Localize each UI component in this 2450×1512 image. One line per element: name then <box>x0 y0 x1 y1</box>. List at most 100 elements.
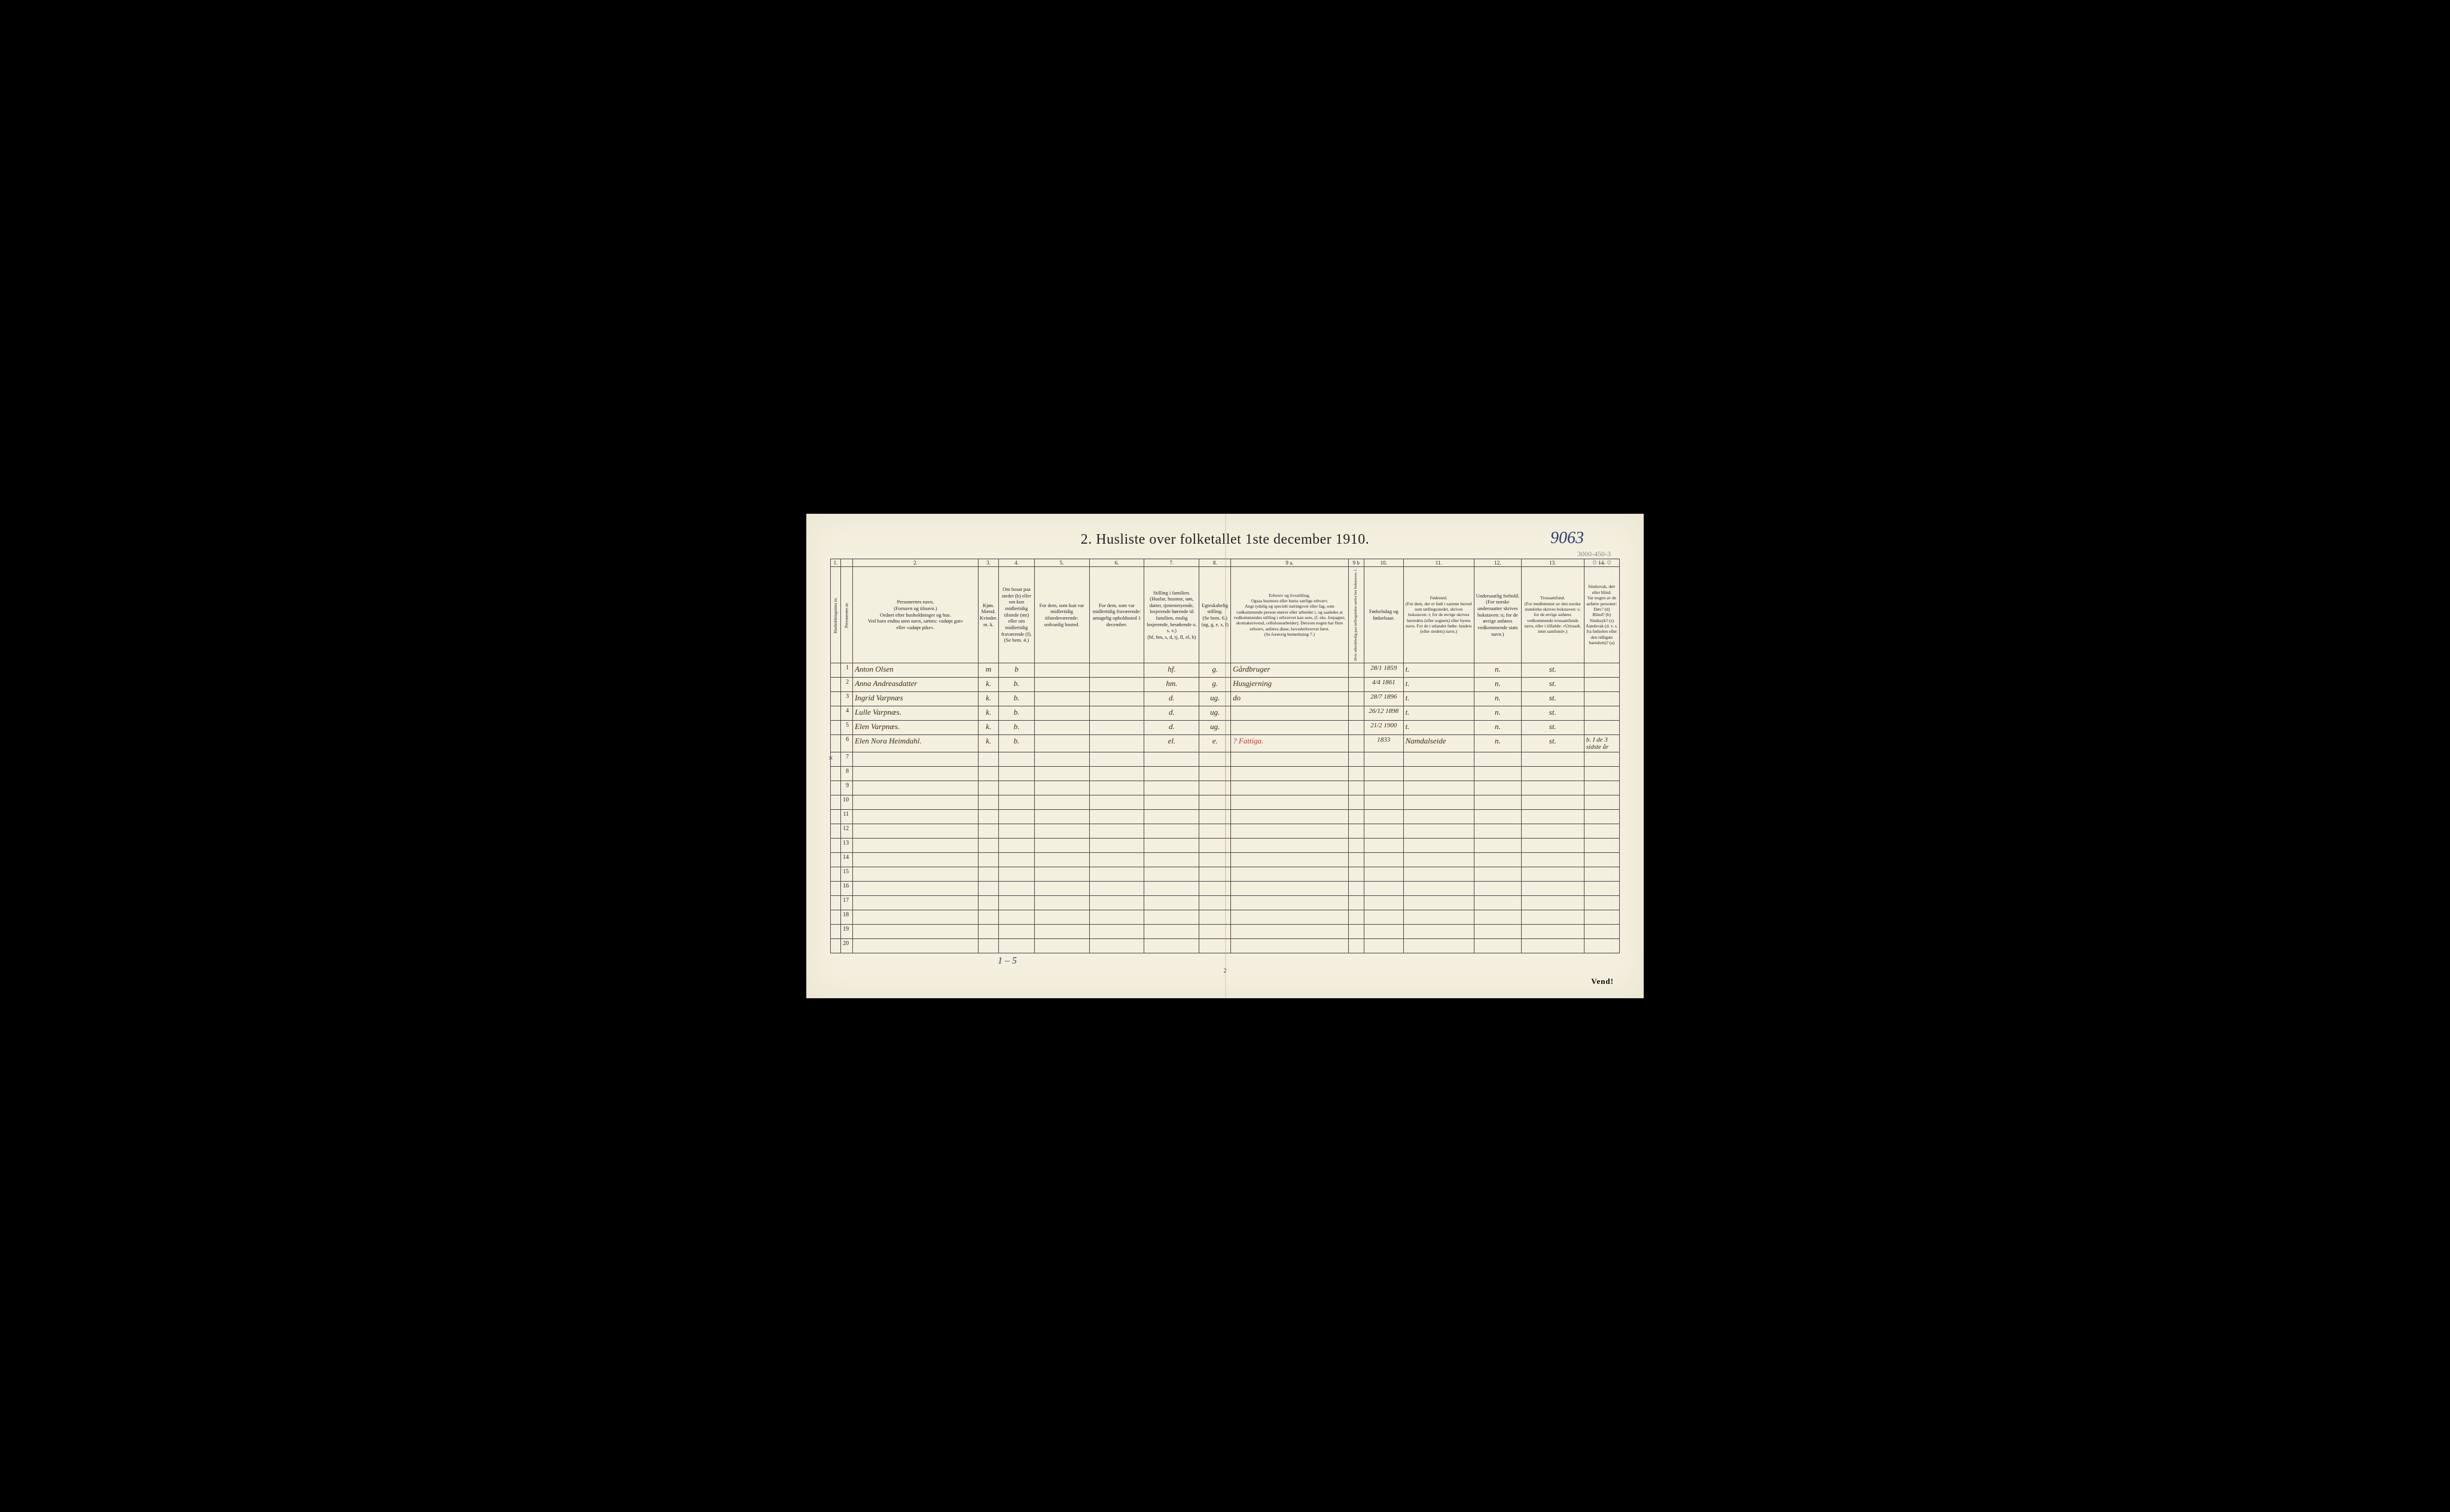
table-cell <box>1348 938 1364 953</box>
table-cell <box>1584 781 1619 795</box>
table-cell: 20 <box>841 938 853 953</box>
table-cell <box>1584 795 1619 809</box>
table-cell <box>1089 720 1144 734</box>
table-cell <box>1348 766 1364 781</box>
table-cell <box>1199 766 1231 781</box>
header-kjon: Kjøn. Mænd. Kvinder. m. k. <box>978 567 999 663</box>
table-cell <box>831 781 841 795</box>
table-cell <box>978 752 999 766</box>
table-cell <box>1034 706 1089 720</box>
column-number-row: 1.2.3.4.5.6.7.8.9 a.9 b10.11.12.13.14. <box>831 559 1620 567</box>
table-cell <box>1144 867 1199 881</box>
table-cell <box>1348 852 1364 867</box>
table-row: 11 <box>831 809 1620 824</box>
census-table: 1.2.3.4.5.6.7.8.9 a.9 b10.11.12.13.14. H… <box>830 559 1620 953</box>
table-cell <box>1584 766 1619 781</box>
table-cell <box>1231 752 1349 766</box>
table-row: 10 <box>831 795 1620 809</box>
table-cell <box>1199 852 1231 867</box>
table-cell <box>1474 938 1521 953</box>
table-cell <box>831 706 841 720</box>
table-cell <box>1231 838 1349 852</box>
table-cell <box>1403 824 1474 838</box>
table-cell: ug. <box>1199 706 1231 720</box>
table-cell <box>1089 838 1144 852</box>
table-cell <box>1231 852 1349 867</box>
table-cell: d. <box>1144 720 1199 734</box>
table-cell: 28/7 1896 <box>1364 691 1403 706</box>
header-bosat: Om bosat paa stedet (b) eller om kun mid… <box>999 567 1034 663</box>
table-cell: ? Fattiga. <box>1231 734 1349 752</box>
table-cell <box>1521 867 1584 881</box>
table-cell: t. <box>1403 663 1474 677</box>
column-number-cell: 5. <box>1034 559 1089 567</box>
table-cell <box>1089 677 1144 691</box>
column-number-cell: 11. <box>1403 559 1474 567</box>
table-cell <box>1521 924 1584 938</box>
table-cell <box>1584 706 1619 720</box>
header-stilling-familien: Stilling i familien. (Husfar, husmor, sø… <box>1144 567 1199 663</box>
table-cell <box>1199 867 1231 881</box>
table-cell: Namdalseide <box>1403 734 1474 752</box>
table-cell <box>1231 720 1349 734</box>
table-cell <box>1231 824 1349 838</box>
table-cell: 19 <box>841 924 853 938</box>
table-cell <box>1474 881 1521 895</box>
table-cell: 8 <box>841 766 853 781</box>
table-cell: 3 <box>841 691 853 706</box>
table-cell <box>1144 766 1199 781</box>
table-cell: 5 <box>841 720 853 734</box>
table-cell <box>1474 838 1521 852</box>
table-cell <box>1199 752 1231 766</box>
table-cell <box>1348 734 1364 752</box>
table-cell <box>1521 809 1584 824</box>
table-cell <box>1521 838 1584 852</box>
table-row: 7 <box>831 752 1620 766</box>
table-row: 16 <box>831 881 1620 895</box>
table-cell: 2 <box>841 677 853 691</box>
table-cell <box>853 781 979 795</box>
table-cell <box>831 852 841 867</box>
table-row: 8 <box>831 766 1620 781</box>
table-row: 17 <box>831 895 1620 910</box>
row-6-mark: × <box>828 754 833 764</box>
table-cell: n. <box>1474 720 1521 734</box>
column-number-cell: 13. <box>1521 559 1584 567</box>
column-number-cell: 2. <box>853 559 979 567</box>
table-cell: Elen Nora Heimdahl. <box>853 734 979 752</box>
table-cell <box>1348 838 1364 852</box>
header-egteskabelig: Egteskabelig stilling. (Se bem. 6.) (ug,… <box>1199 567 1231 663</box>
table-cell <box>999 824 1034 838</box>
table-cell: 13 <box>841 838 853 852</box>
table-cell <box>1144 924 1199 938</box>
table-cell <box>1348 752 1364 766</box>
table-cell <box>999 924 1034 938</box>
table-cell: k. <box>978 734 999 752</box>
table-cell: b. <box>999 734 1034 752</box>
table-cell <box>1403 867 1474 881</box>
header-navn: Personernes navn. (Fornavn og tilnavn.) … <box>853 567 979 663</box>
table-cell <box>978 881 999 895</box>
table-cell <box>1231 867 1349 881</box>
table-cell <box>1034 838 1089 852</box>
table-cell <box>1474 852 1521 867</box>
table-cell <box>831 720 841 734</box>
table-cell <box>1584 852 1619 867</box>
table-row: 14 <box>831 852 1620 867</box>
table-cell <box>1089 910 1144 924</box>
table-cell <box>831 910 841 924</box>
table-cell <box>1089 752 1144 766</box>
table-cell <box>1089 691 1144 706</box>
table-cell <box>1348 677 1364 691</box>
table-cell: d. <box>1144 706 1199 720</box>
table-cell <box>1474 766 1521 781</box>
table-cell <box>1521 852 1584 867</box>
table-cell: st. <box>1521 706 1584 720</box>
table-cell <box>1231 766 1349 781</box>
table-cell: t. <box>1403 677 1474 691</box>
table-row: 9 <box>831 781 1620 795</box>
table-cell <box>1199 895 1231 910</box>
header-erhverv: Erhverv og livsstilling. Ogsaa husmors e… <box>1231 567 1349 663</box>
column-number-cell: 12. <box>1474 559 1521 567</box>
table-row: 18 <box>831 910 1620 924</box>
